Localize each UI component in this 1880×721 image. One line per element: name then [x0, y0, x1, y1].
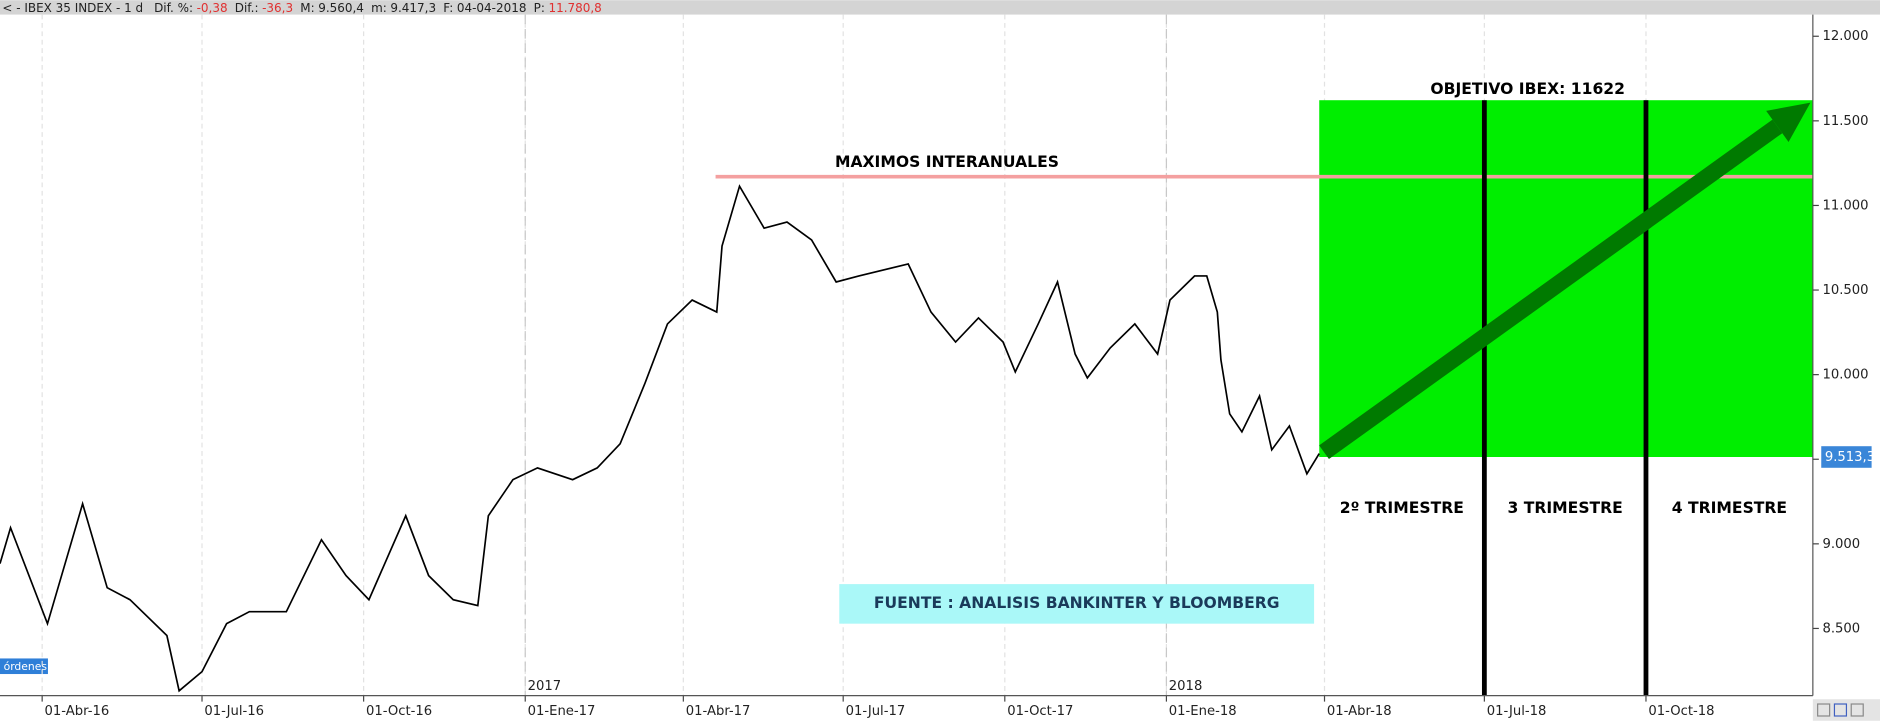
header: < - IBEX 35 INDEX - 1 d Dif. %: -0,38 Dif.… — [2, 1, 601, 15]
header-field-value: 11.780,8 — [548, 1, 601, 15]
x-tick-label: 01-Abr-17 — [686, 704, 751, 719]
arrow-head — [1766, 102, 1811, 142]
x-tick-label: 01-Oct-17 — [1007, 704, 1073, 719]
x-tick-label: 01-Jul-18 — [1487, 704, 1547, 719]
x-tick-label: 01-Jul-16 — [204, 704, 264, 719]
x-tick-label: 01-Jul-17 — [846, 704, 906, 719]
reference-label: MAXIMOS INTERANUALES — [835, 153, 1059, 171]
y-tick-label: 9.000 — [1822, 537, 1860, 552]
header-name: < - IBEX 35 INDEX - 1 d — [2, 1, 143, 15]
header-field-label: M: — [300, 1, 314, 15]
header-field-value: 04-04-2018 — [457, 1, 527, 15]
y-tick-label: 10.000 — [1822, 368, 1868, 383]
x-tick-label: 01-Abr-18 — [1327, 704, 1392, 719]
tool-icon[interactable] — [1817, 703, 1831, 717]
header-field-value: -36,3 — [262, 1, 293, 15]
quarter-label: 3 TRIMESTRE — [1508, 499, 1623, 517]
header-field-value: -0,38 — [197, 1, 228, 15]
target-label: OBJETIVO IBEX: 11622 — [1430, 80, 1625, 98]
last-price-box — [1821, 446, 1872, 468]
y-tick-label: 8.500 — [1822, 621, 1860, 636]
orders-tab-label[interactable]: órdenes — [4, 660, 48, 673]
header-field-value: 9.560,4 — [318, 1, 364, 15]
save-icon[interactable] — [1833, 703, 1848, 717]
x-tick-label: 01-Ene-17 — [528, 704, 596, 719]
y-tick-label: 10.500 — [1822, 283, 1868, 298]
header-bar — [0, 0, 1880, 15]
header-field-value: 9.417,3 — [390, 1, 436, 15]
tool-icon[interactable] — [1850, 703, 1864, 717]
header-field-label: F: — [443, 1, 453, 15]
header-field-label: m: — [371, 1, 387, 15]
header-field-label: Dif.: — [235, 1, 259, 15]
x-tick-label: 01-Oct-18 — [1648, 704, 1714, 719]
quarter-label: 4 TRIMESTRE — [1672, 499, 1787, 517]
y-tick-label: 11.500 — [1822, 114, 1868, 129]
header-field-label: P: — [534, 1, 545, 15]
orders-tab[interactable] — [0, 658, 48, 675]
header-field-label: Dif. %: — [154, 1, 193, 15]
year-label: 2018 — [1169, 679, 1203, 694]
year-label: 2017 — [528, 679, 562, 694]
source-label: FUENTE : ANALISIS BANKINTER Y BLOOMBERG — [874, 594, 1280, 612]
last-price-label: 9.513,3 — [1825, 450, 1875, 465]
x-tick-label: 01-Oct-16 — [366, 704, 432, 719]
price-line — [0, 184, 1320, 693]
y-tick-label: 12.000 — [1822, 29, 1868, 44]
y-tick-label: 11.000 — [1822, 198, 1868, 213]
quarter-label: 2º TRIMESTRE — [1340, 499, 1464, 517]
target-arrow — [1319, 119, 1783, 460]
x-tick-label: 01-Abr-16 — [45, 704, 110, 719]
x-tick-label: 01-Ene-18 — [1169, 704, 1237, 719]
source-box — [839, 584, 1315, 624]
